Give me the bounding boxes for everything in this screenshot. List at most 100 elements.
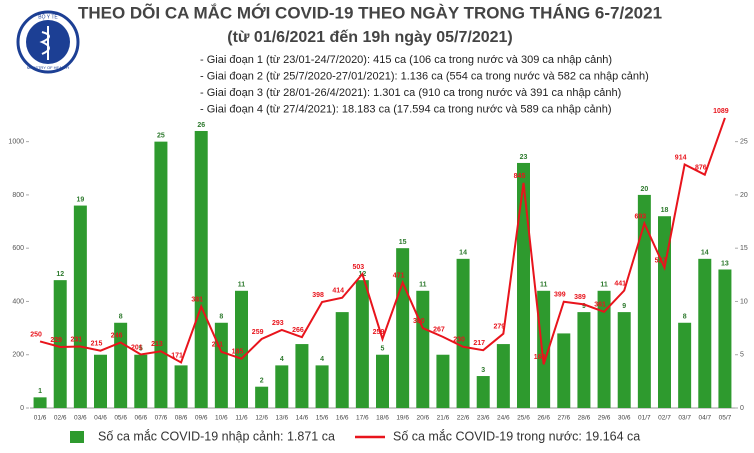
- bar: [194, 130, 208, 408]
- x-tick-label: 11/6: [235, 415, 248, 422]
- bar: [557, 333, 571, 408]
- x-tick-label: 05/7: [719, 415, 732, 422]
- bar: [235, 290, 248, 408]
- y-tick-label: 800: [12, 192, 24, 199]
- x-tick-label: 17/6: [356, 415, 369, 422]
- line-label: 914: [675, 154, 687, 161]
- bar-label: 2: [260, 378, 264, 385]
- x-tick-label: 19/6: [396, 415, 409, 422]
- chart-title: THEO DÕI CA MẮC MỚI COVID-19 THEO NGÀY T…: [78, 2, 662, 22]
- y2-tick-label: 5: [740, 352, 744, 359]
- logo-text: MINISTRY OF HEALTH: [27, 65, 69, 70]
- bar-label: 5: [139, 346, 143, 353]
- bar-label: 3: [481, 367, 485, 374]
- bar: [658, 216, 671, 408]
- bar: [315, 365, 329, 408]
- bar-label: 18: [661, 207, 669, 214]
- line-label: 266: [292, 327, 304, 334]
- line-label: 414: [332, 288, 344, 295]
- line: [39, 117, 726, 365]
- bar-label: 19: [76, 196, 84, 203]
- legend-label: Số ca mắc COVID-19 trong nước: 19.164 ca: [393, 428, 640, 443]
- line-label: 231: [71, 336, 83, 343]
- x-tick-label: 04/7: [698, 415, 711, 422]
- line-label: 250: [30, 331, 42, 338]
- line-label: 211: [212, 342, 223, 349]
- bar: [678, 322, 692, 408]
- line-label: 471: [393, 272, 405, 279]
- bar-label: 11: [600, 282, 608, 289]
- bar-label: 14: [459, 250, 467, 257]
- bar-label: 13: [721, 260, 729, 267]
- bar-label: 8: [683, 314, 687, 321]
- x-tick-label: 02/6: [54, 415, 67, 422]
- bar: [597, 290, 611, 408]
- bar: [154, 141, 168, 409]
- bar-label: 4: [320, 356, 324, 363]
- legend-swatch: [70, 431, 84, 443]
- bar: [335, 312, 349, 408]
- bar: [275, 365, 289, 408]
- x-tick-label: 28/6: [578, 415, 591, 422]
- line-label: 246: [111, 332, 123, 339]
- line-label: 441: [614, 280, 626, 287]
- note: - Giai đoạn 2 (từ 25/7/2020-27/01/2021):…: [200, 70, 649, 82]
- y-tick-label: 1000: [8, 138, 24, 145]
- bar-label: 11: [419, 282, 427, 289]
- x-tick-label: 29/6: [598, 415, 611, 422]
- y2-tick-label: 20: [740, 192, 748, 199]
- bar-label: 9: [582, 303, 586, 310]
- line-label: 164: [534, 354, 546, 361]
- legend-label: Số ca mắc COVID-19 nhập cảnh: 1.871 ca: [98, 428, 335, 443]
- line-label: 259: [373, 329, 385, 336]
- bar-label: 5: [381, 346, 385, 353]
- y-tick-label: 200: [12, 352, 24, 359]
- bar: [295, 344, 309, 408]
- line-label: 381: [191, 296, 203, 303]
- x-tick-label: 07/6: [155, 415, 168, 422]
- line-label: 398: [312, 292, 324, 299]
- x-tick-label: 05/6: [114, 415, 127, 422]
- line-label: 293: [272, 320, 284, 327]
- bar-label: 8: [219, 314, 223, 321]
- line-label: 693: [635, 213, 647, 220]
- bar: [255, 386, 269, 408]
- bar: [698, 258, 712, 408]
- bar: [517, 162, 530, 408]
- bar: [53, 280, 67, 408]
- bar-label: 11: [238, 282, 246, 289]
- bar: [537, 290, 551, 408]
- chart-subtitle: (từ 01/6/2021 đến 19h ngày 05/7/2021): [227, 29, 513, 46]
- bar: [476, 376, 490, 408]
- line-label: 229: [50, 337, 62, 344]
- y2-tick-label: 15: [740, 245, 748, 252]
- line-label: 185: [232, 349, 244, 356]
- bar: [214, 322, 228, 408]
- bar-label: 15: [399, 239, 407, 246]
- line-label: 300: [413, 318, 425, 325]
- bar: [134, 354, 148, 408]
- x-tick-label: 02/7: [658, 415, 671, 422]
- y2-tick-label: 0: [740, 405, 744, 412]
- bar: [376, 354, 389, 408]
- bar: [73, 205, 87, 408]
- y-tick-label: 0: [20, 405, 24, 412]
- x-tick-label: 16/6: [336, 415, 349, 422]
- y-tick-label: 400: [12, 298, 24, 305]
- line-label: 267: [433, 327, 445, 334]
- note: - Giai đoạn 1 (từ 23/01-24/7/2020): 415 …: [200, 54, 612, 66]
- bar-label: 14: [701, 250, 709, 257]
- bar: [355, 280, 369, 408]
- bar-label: 4: [280, 356, 284, 363]
- x-tick-label: 24/6: [497, 415, 510, 422]
- x-tick-label: 09/6: [195, 415, 208, 422]
- line-label: 876: [695, 165, 707, 172]
- bar: [174, 365, 188, 408]
- line-label: 845: [514, 173, 526, 180]
- line-label: 201: [131, 344, 143, 351]
- x-tick-label: 18/6: [376, 415, 389, 422]
- line-label: 230: [453, 337, 465, 344]
- note: - Giai đoạn 4 (từ 27/4/2021): 18.183 ca …: [200, 103, 611, 115]
- line-label: 259: [252, 329, 264, 336]
